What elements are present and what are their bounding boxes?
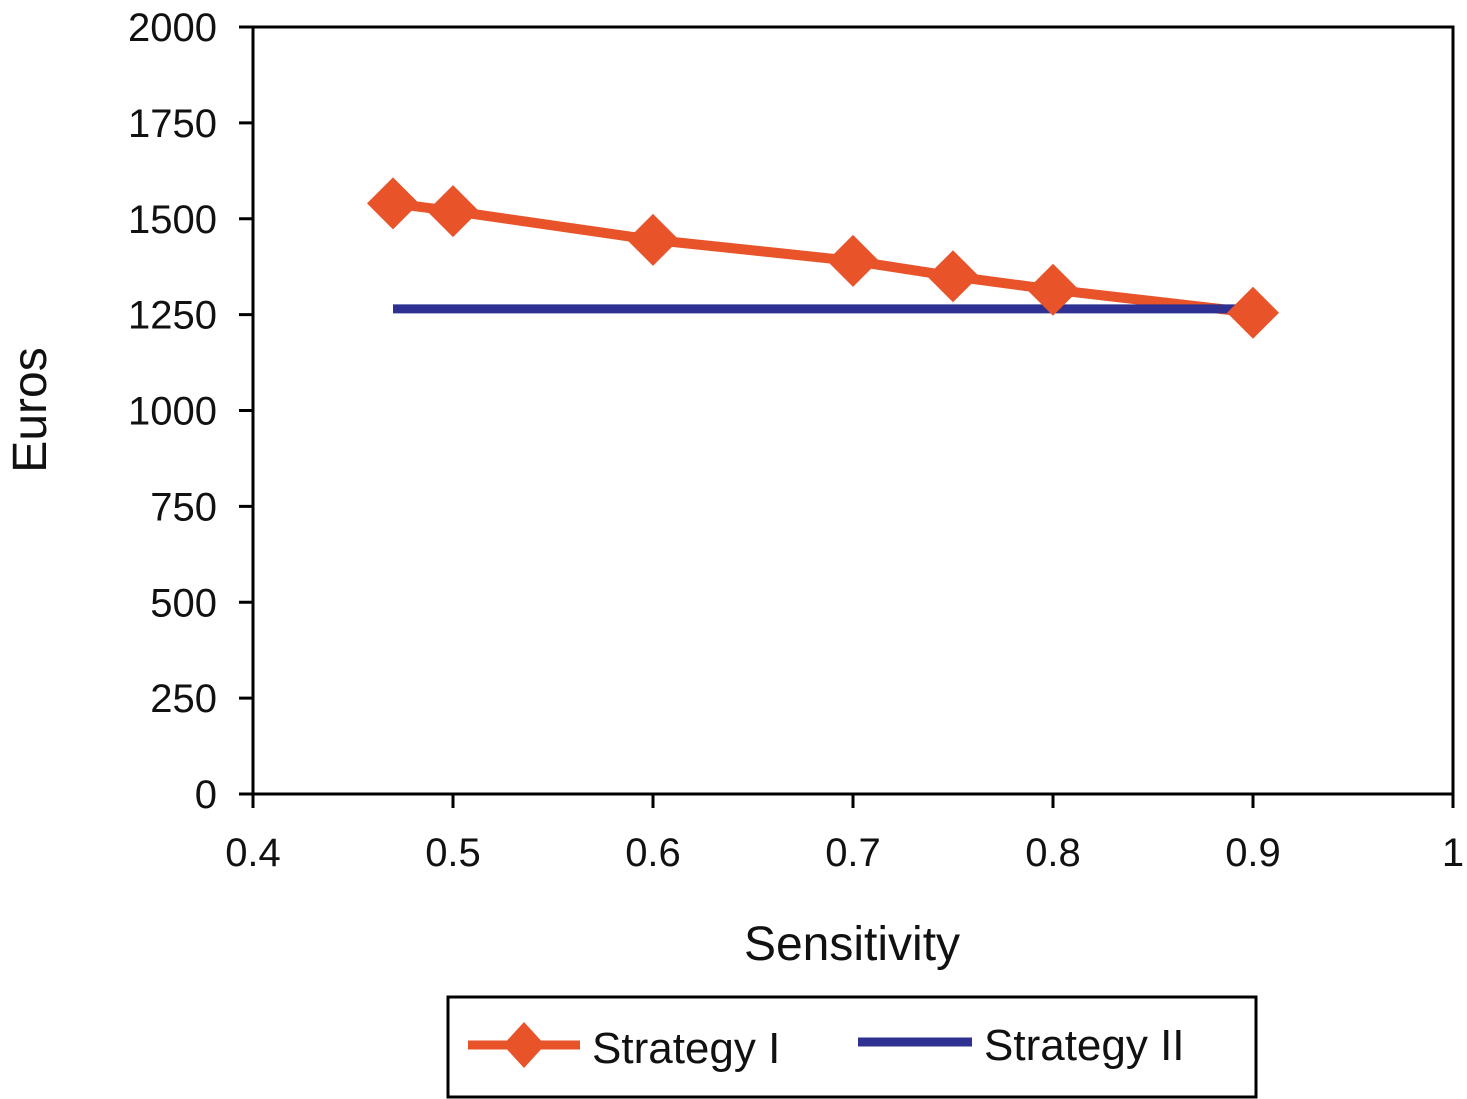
x-axis-title: Sensitivity <box>744 918 960 971</box>
y-tick-label: 750 <box>150 485 217 529</box>
x-tick-label: 0.7 <box>825 831 881 875</box>
y-axis: 0 250 500 750 1000 1250 1500 1750 2000 <box>128 6 253 817</box>
y-tick-label: 1500 <box>128 198 217 242</box>
data-point-strategy-1 <box>627 213 679 266</box>
y-tick-label: 1250 <box>128 294 217 338</box>
x-tick-label: 0.8 <box>1025 831 1081 875</box>
data-point-strategy-1 <box>1227 286 1279 339</box>
x-tick-label: 0.4 <box>225 831 281 875</box>
data-point-strategy-1 <box>927 250 979 303</box>
legend-marker-strategy-1 <box>503 1022 545 1068</box>
data-point-strategy-1 <box>367 177 419 230</box>
y-tick-label: 250 <box>150 677 217 721</box>
y-tick-label: 500 <box>150 581 217 625</box>
legend-label-strategy-2: Strategy II <box>984 1021 1185 1070</box>
y-tick-label: 2000 <box>128 6 217 50</box>
data-point-strategy-1 <box>827 234 879 287</box>
x-tick-label: 0.6 <box>625 831 681 875</box>
legend-box <box>446 995 1258 1099</box>
x-tick-label: 1 <box>1442 831 1464 875</box>
plot-area-border <box>251 25 1455 796</box>
series-line-strategy-1 <box>392 198 1254 318</box>
y-tick-label: 0 <box>195 773 217 817</box>
x-axis: 0.4 0.5 0.6 0.7 0.8 0.9 1 <box>225 794 1464 875</box>
data-point-strategy-1 <box>1027 263 1079 316</box>
x-tick-label: 0.5 <box>425 831 481 875</box>
legend: Strategy I Strategy II <box>446 995 1258 1099</box>
x-tick-label: 0.9 <box>1225 831 1281 875</box>
legend-label-strategy-1: Strategy I <box>592 1024 780 1073</box>
data-point-strategy-1 <box>427 185 479 238</box>
y-tick-label: 1000 <box>128 390 217 434</box>
y-tick-label: 1750 <box>128 102 217 146</box>
plot-frame-layer <box>251 25 1455 796</box>
y-axis-title: Euros <box>4 347 57 472</box>
series-layer <box>367 177 1279 339</box>
